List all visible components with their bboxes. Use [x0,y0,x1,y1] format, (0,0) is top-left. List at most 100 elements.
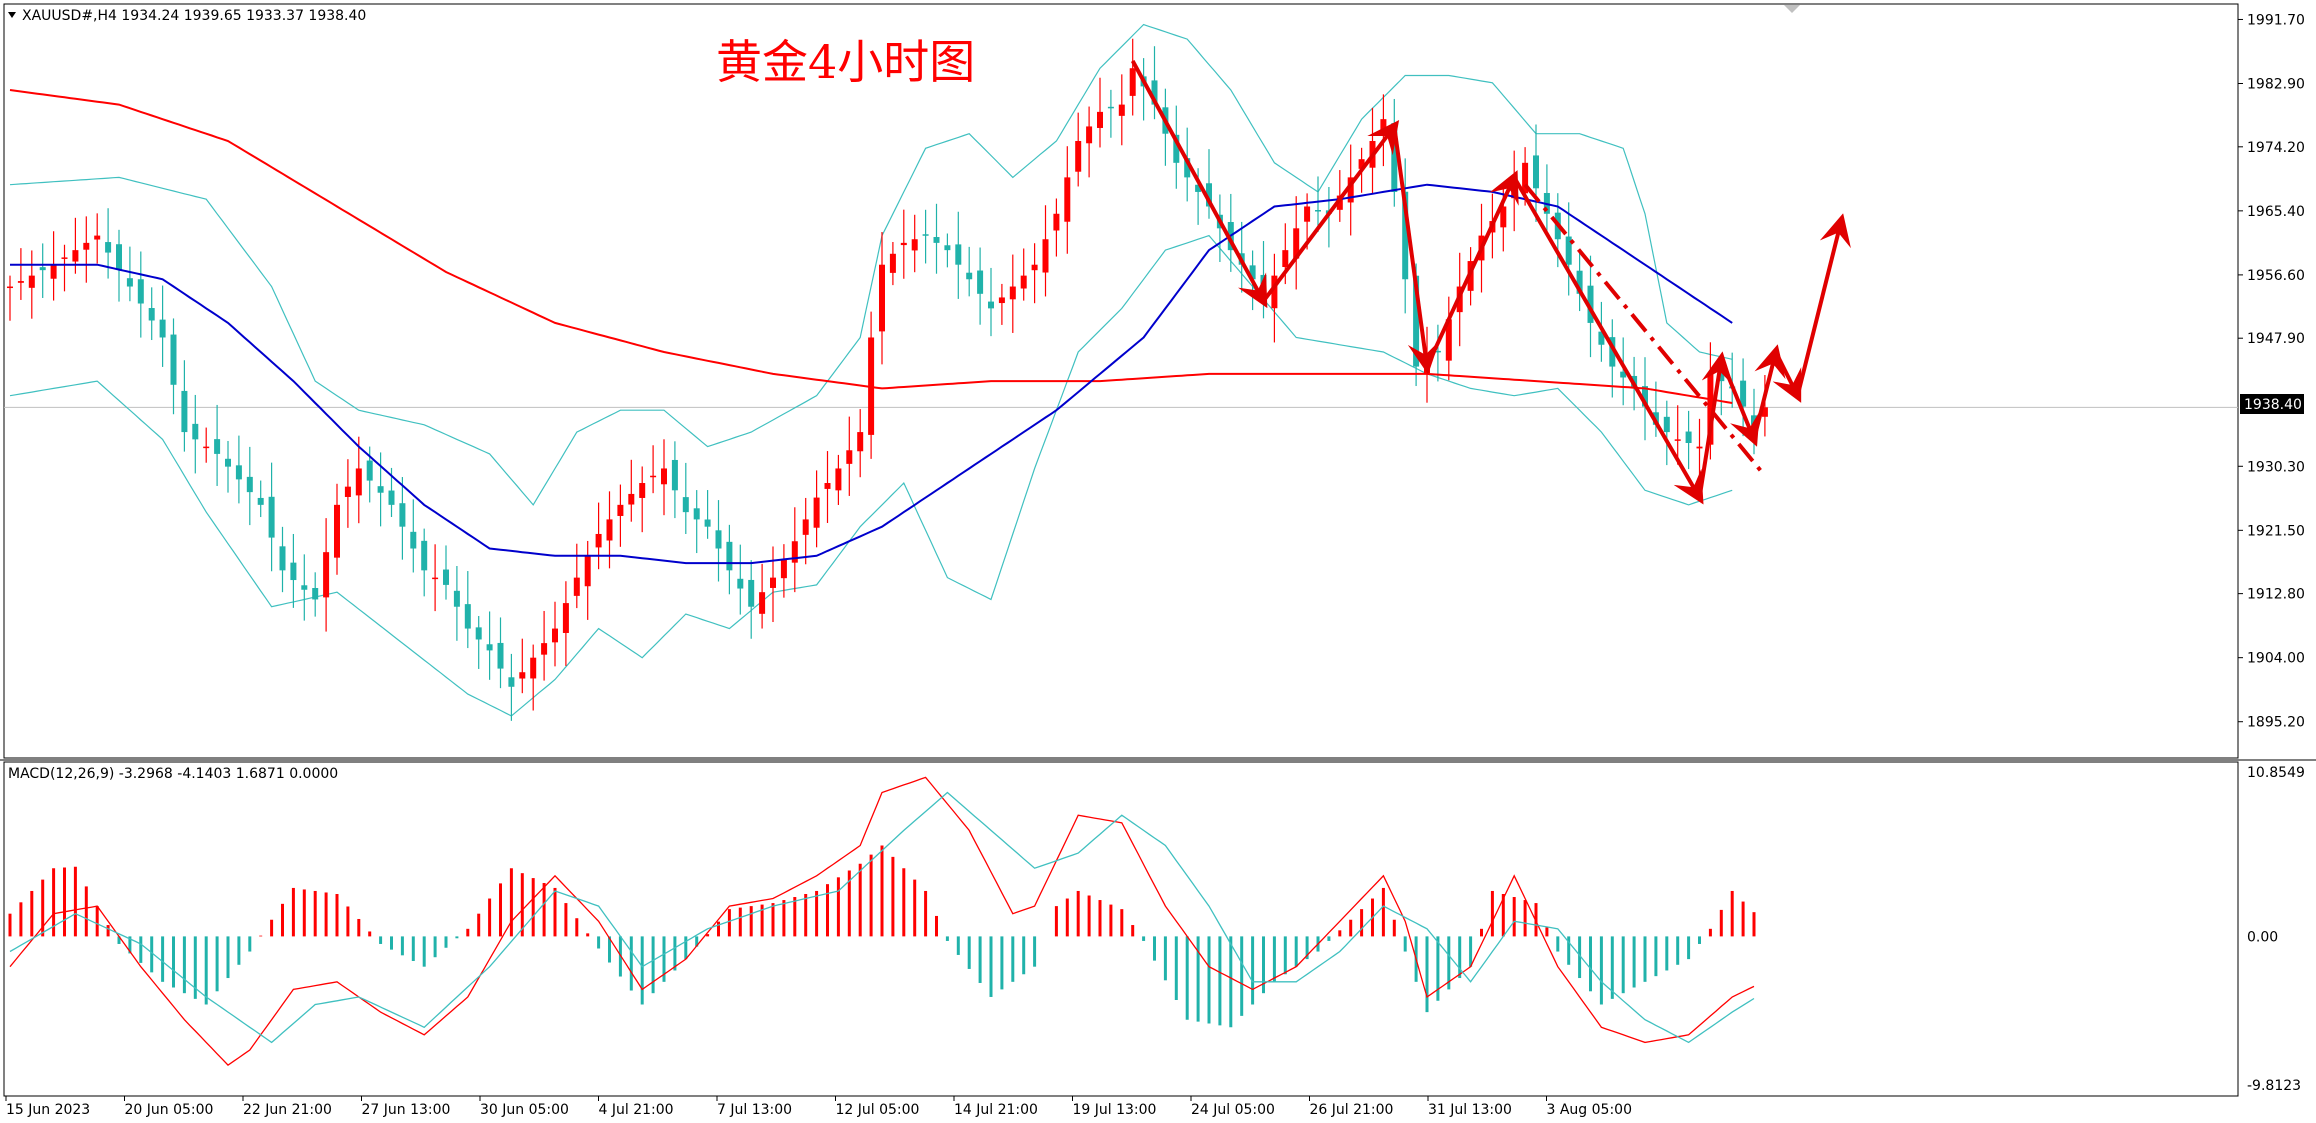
candle-body [552,628,558,643]
price-axis: 1991.70 1982.90 1974.20 1965.40 1956.60 1947.… [5,12,2305,1118]
collapse-triangle-icon[interactable] [8,12,16,18]
candle-body [780,559,787,579]
price-tick-label: 1965.40 [2247,204,2305,220]
candle-body [214,439,221,454]
candle-body [900,242,907,246]
candle-body [1500,206,1507,228]
candle-body [1097,111,1103,128]
macd-tick-label: -9.8123 [2247,1078,2301,1094]
candle-body [1533,155,1539,189]
candle-body [257,497,264,505]
candle-body [148,308,155,321]
candle-body [1249,265,1256,280]
current-price-label: 1938.40 [2244,397,2302,413]
candle-body [770,577,776,588]
candle-body [759,592,766,614]
price-tick-label: 1991.70 [2247,12,2305,28]
candle-body [1358,159,1365,169]
candle-body [846,450,853,464]
annotation-arrow [1752,344,1786,440]
annotation-arrow [1130,59,1268,309]
symbol-info: XAUUSD#,H4 1934.24 1939.65 1933.37 1938.… [22,8,366,24]
candle-body [1293,228,1300,259]
candle-body [661,468,667,485]
candle-body [1195,184,1202,192]
candle-body [312,588,319,600]
candle-body [1184,158,1191,178]
candle-body [1642,386,1648,407]
candle-body [268,496,275,538]
candle-body [802,519,809,535]
candle-body [301,585,308,590]
candle-body [159,319,166,338]
price-tick-label: 1947.90 [2247,331,2305,347]
time-tick-label: 7 Jul 13:00 [717,1102,792,1118]
time-tick-label: 27 Jun 13:00 [362,1102,451,1118]
scroll-marker-icon[interactable] [1784,5,1800,13]
candle-body [1685,431,1692,443]
candle-body [475,627,482,640]
candle-body [606,519,613,541]
candle-body [181,390,188,433]
candle-body [1609,337,1616,367]
macd-tick-label: 10.8549 [2247,765,2305,781]
candle-body [323,552,330,598]
candle-body [105,242,112,253]
annotation-arrow [1512,176,1704,505]
candle-body [61,257,68,259]
candle-body [562,603,569,633]
candle-body [126,278,133,287]
candle-body [410,531,417,549]
candle-body [530,657,537,679]
candle-body [1107,106,1114,109]
candle-body [1576,270,1583,294]
candle-body [1304,206,1311,222]
candle-body [1445,319,1452,361]
candle-body [879,264,885,332]
annotation-arrow [1697,351,1734,498]
candle-body [748,579,755,607]
candle-body [693,508,700,520]
candle-body [1075,140,1082,172]
candle-body [1053,213,1060,231]
candle-body [72,250,79,262]
candle-body [1206,183,1212,207]
candle-body [28,275,35,288]
candle-body [1663,416,1670,433]
candle-body [813,497,820,528]
price-panel-frame [3,3,2239,759]
candle-body [835,468,842,491]
candle-body [83,242,90,250]
candle-body [334,504,340,558]
candle-body [1380,119,1387,135]
candle-body [225,458,231,467]
candle-body [1620,371,1627,378]
candle-body [116,244,122,270]
candle-body [1031,264,1038,271]
candle-body [639,483,646,498]
candle-body [857,432,864,452]
candle-body [399,503,406,527]
moving-average-blue-line [10,183,1733,565]
time-tick-label: 31 Jul 13:00 [1428,1102,1512,1118]
candle-body [246,476,253,493]
candle-body [584,555,591,587]
candle-body [203,446,210,449]
candle-body [1042,239,1049,273]
annotation-arrow [1425,170,1519,368]
candle-body [791,541,798,563]
candle-body [192,423,199,440]
candle-body [1129,68,1136,96]
price-panel [4,23,2238,721]
candle-body [955,244,962,265]
candle-body [977,270,984,294]
candle-body [573,577,580,596]
candle-body [911,239,918,251]
candle-body [966,272,973,280]
candle-body [50,264,57,279]
candle-body [94,235,101,240]
candle-body [1587,285,1594,323]
candle-body [922,234,929,236]
annotation-trendline [1523,183,1767,478]
